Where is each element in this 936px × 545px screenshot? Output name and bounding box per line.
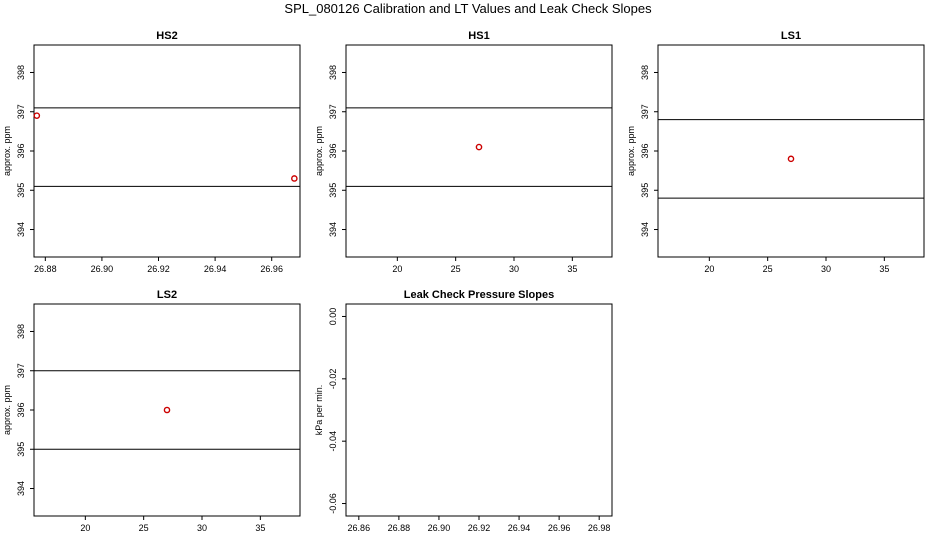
panel-hs1-ylabel: approx. ppm xyxy=(314,126,324,176)
panel-hs1-ytick-label: 396 xyxy=(328,143,338,158)
panel-leak-check-pressure-slopes: Leak Check Pressure Slopes 26.86 26.88 26.9… xyxy=(314,289,613,533)
panel-hs2-xtick-label: 26.90 xyxy=(91,264,114,274)
panel-ls2-ytick-label: 397 xyxy=(16,363,26,378)
panel-leak-check-pressure-slopes-ytick-label: -0.06 xyxy=(328,493,338,514)
panel-leak-check-pressure-slopes-xtick-label: 26.98 xyxy=(588,523,611,533)
panel-leak-check-pressure-slopes-xtick-label: 26.92 xyxy=(468,523,491,533)
panel-leak-check-pressure-slopes-xtick-label: 26.94 xyxy=(508,523,531,533)
panel-ls1-frame xyxy=(657,44,925,258)
panel-leak-check-pressure-slopes-xtick-label: 26.90 xyxy=(428,523,451,533)
panel-hs2: HS2 26.88 26.90 26.92 26.94 26.96 394 395 396 397… xyxy=(2,30,301,274)
panel-hs1-ytick-label: 398 xyxy=(328,65,338,80)
panel-ls2: LS2 20 25 30 35 394 395 396 397 398 approx. ppm xyxy=(2,289,301,533)
panel-ls1-title: LS1 xyxy=(781,30,801,42)
panel-hs1: HS1 20 25 30 35 394 395 396 397 398 approx. ppm xyxy=(314,30,613,274)
panel-leak-check-pressure-slopes-xtick-label: 26.96 xyxy=(548,523,571,533)
panel-hs2-title: HS2 xyxy=(156,30,177,42)
panel-ls2-xtick-label: 30 xyxy=(197,523,207,533)
panel-ls1-xtick-label: 25 xyxy=(763,264,773,274)
panel-ls1-xtick-label: 30 xyxy=(821,264,831,274)
panel-ls2-xtick-label: 20 xyxy=(80,523,90,533)
panel-ls2-ytick-label: 396 xyxy=(16,402,26,417)
panel-hs1-ytick-label: 394 xyxy=(328,222,338,237)
panel-leak-check-pressure-slopes-frame xyxy=(345,303,613,517)
panel-ls1-ytick-label: 397 xyxy=(640,104,650,119)
panel-hs1-frame xyxy=(345,44,613,258)
panel-ls1-ytick-label: 398 xyxy=(640,65,650,80)
panel-leak-check-pressure-slopes-ytick-label: -0.04 xyxy=(328,431,338,452)
panel-hs2-frame xyxy=(33,44,301,258)
panel-leak-check-pressure-slopes-ytick-label: -0.02 xyxy=(328,369,338,390)
panel-hs1-xtick-label: 35 xyxy=(567,264,577,274)
panel-leak-check-pressure-slopes-title: Leak Check Pressure Slopes xyxy=(404,289,554,301)
panel-leak-check-pressure-slopes-ylabel: kPa per min. xyxy=(314,385,324,436)
panel-ls2-ytick-label: 394 xyxy=(16,481,26,496)
panel-ls2-xtick-label: 35 xyxy=(255,523,265,533)
panel-ls2-xtick-label: 25 xyxy=(139,523,149,533)
panel-ls1-xtick-label: 20 xyxy=(704,264,714,274)
panel-ls1-ytick-label: 396 xyxy=(640,143,650,158)
panel-ls2-title: LS2 xyxy=(157,289,177,301)
panel-leak-check-pressure-slopes-xtick-label: 26.86 xyxy=(348,523,371,533)
panel-hs2-xtick-label: 26.92 xyxy=(147,264,170,274)
panel-ls2-ytick-label: 395 xyxy=(16,442,26,457)
panel-ls1-ytick-label: 394 xyxy=(640,222,650,237)
figure-title: SPL_080126 Calibration and LT Values and… xyxy=(284,1,652,16)
panel-ls2-data-point xyxy=(163,406,171,414)
panel-ls1: LS1 20 25 30 35 394 395 396 397 398 approx. ppm xyxy=(626,30,925,274)
panel-hs2-ytick-label: 394 xyxy=(16,222,26,237)
panel-hs2-ytick-label: 397 xyxy=(16,104,26,119)
panel-ls1-xtick-label: 35 xyxy=(879,264,889,274)
panel-hs1-data-point xyxy=(475,143,483,151)
panel-ls2-ytick-label: 398 xyxy=(16,324,26,339)
panel-leak-check-pressure-slopes-ytick-label: 0.00 xyxy=(328,308,338,326)
panel-hs1-xtick-label: 30 xyxy=(509,264,519,274)
panel-hs1-xtick-label: 20 xyxy=(392,264,402,274)
panel-ls1-ytick-label: 395 xyxy=(640,183,650,198)
panel-hs2-ytick-label: 396 xyxy=(16,143,26,158)
panel-ls1-data-point xyxy=(787,155,795,163)
panel-hs2-xtick-label: 26.94 xyxy=(204,264,227,274)
panel-ls1-ylabel: approx. ppm xyxy=(626,126,636,176)
panel-hs2-ytick-label: 398 xyxy=(16,65,26,80)
panel-hs2-data-point xyxy=(291,175,298,182)
panel-ls2-frame xyxy=(33,303,301,517)
panel-hs2-ytick-label: 395 xyxy=(16,183,26,198)
panel-hs1-ytick-label: 397 xyxy=(328,104,338,119)
panel-leak-check-pressure-slopes-xtick-label: 26.88 xyxy=(388,523,411,533)
panel-hs1-title: HS1 xyxy=(468,30,489,42)
panel-hs1-xtick-label: 25 xyxy=(451,264,461,274)
panel-hs2-xtick-label: 26.88 xyxy=(34,264,57,274)
panel-hs1-ytick-label: 395 xyxy=(328,183,338,198)
panel-hs2-data-point xyxy=(33,112,41,119)
panel-hs2-ylabel: approx. ppm xyxy=(2,126,12,176)
panel-hs2-xtick-label: 26.96 xyxy=(260,264,283,274)
panel-ls2-ylabel: approx. ppm xyxy=(2,385,12,435)
